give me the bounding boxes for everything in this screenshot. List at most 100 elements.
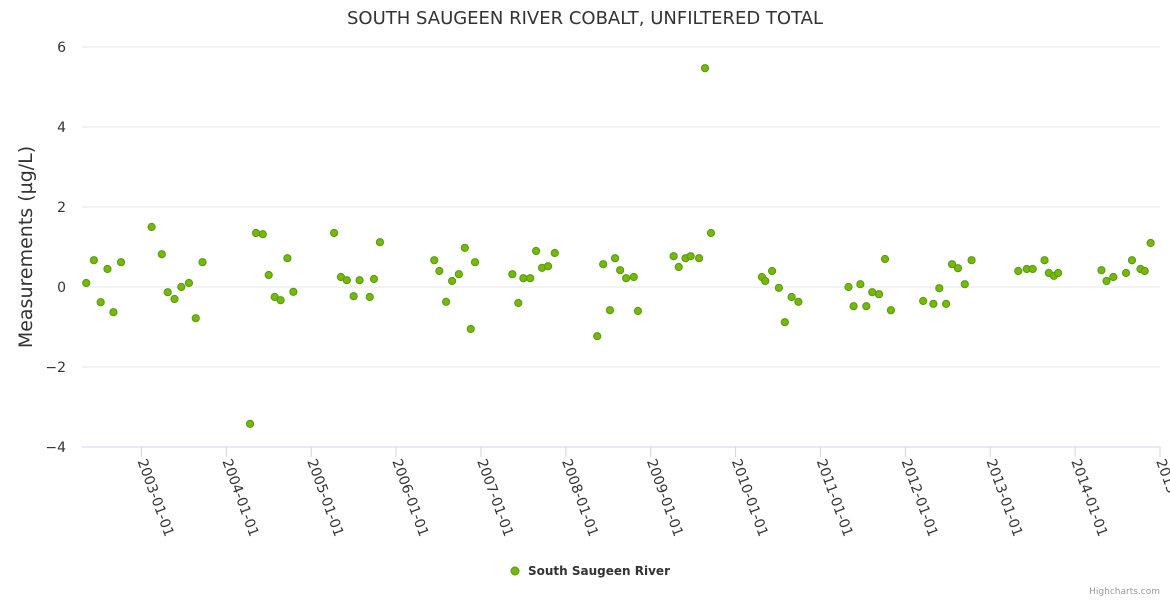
data-point[interactable] <box>941 299 951 308</box>
data-point[interactable] <box>430 256 439 265</box>
data-point[interactable] <box>276 296 285 305</box>
data-point[interactable] <box>245 419 255 428</box>
data-point[interactable] <box>1109 272 1118 282</box>
data-point[interactable] <box>1140 266 1149 276</box>
data-point[interactable] <box>103 264 112 274</box>
data-point[interactable] <box>369 274 379 284</box>
data-point[interactable] <box>342 276 351 285</box>
data-point[interactable] <box>454 270 463 279</box>
y-tick-label: 6 <box>57 40 66 56</box>
data-point[interactable] <box>849 302 858 311</box>
data-point[interactable] <box>435 266 444 276</box>
data-point[interactable] <box>967 256 976 265</box>
y-tick-label: −4 <box>45 440 66 456</box>
data-point[interactable] <box>674 262 683 272</box>
data-point[interactable] <box>780 318 789 327</box>
data-point[interactable] <box>669 252 678 261</box>
data-point[interactable] <box>543 262 553 271</box>
data-point[interactable] <box>526 274 535 283</box>
legend[interactable]: South Saugeen River <box>510 564 670 578</box>
data-point[interactable] <box>89 256 98 265</box>
data-point[interactable] <box>470 258 480 267</box>
data-point[interactable] <box>686 252 695 261</box>
data-point[interactable] <box>147 222 156 232</box>
data-point[interactable] <box>109 308 118 317</box>
data-point[interactable] <box>1054 268 1063 278</box>
x-tick-label: 2006-01-01 <box>388 457 431 539</box>
data-point[interactable] <box>1127 256 1137 265</box>
data-point[interactable] <box>1121 268 1131 278</box>
data-point[interactable] <box>794 297 803 306</box>
legend-label[interactable]: South Saugeen River <box>528 564 670 578</box>
data-point[interactable] <box>1102 276 1111 286</box>
data-point[interactable] <box>767 266 777 276</box>
data-point[interactable] <box>774 283 783 292</box>
data-point[interactable] <box>82 278 91 288</box>
data-point[interactable] <box>886 306 896 315</box>
chart-title: SOUTH SAUGEEN RIVER COBALT, UNFILTERED T… <box>347 8 823 29</box>
data-point[interactable] <box>874 290 884 299</box>
data-point[interactable] <box>621 274 631 283</box>
data-point[interactable] <box>96 298 105 307</box>
data-point[interactable] <box>868 288 877 297</box>
data-point[interactable] <box>116 258 126 267</box>
data-point[interactable] <box>177 282 186 292</box>
data-point[interactable] <box>198 258 207 267</box>
data-point[interactable] <box>919 296 928 306</box>
data-point[interactable] <box>550 248 559 258</box>
data-point[interactable] <box>157 250 166 259</box>
data-point[interactable] <box>605 306 615 315</box>
data-point[interactable] <box>355 276 364 285</box>
data-point[interactable] <box>610 254 620 263</box>
data-point[interactable] <box>447 276 457 286</box>
data-point[interactable] <box>251 228 261 238</box>
data-point[interactable] <box>1040 256 1049 265</box>
x-tick-label: 2011-01-01 <box>813 457 856 539</box>
y-tick-label: 2 <box>57 200 66 216</box>
data-point[interactable] <box>349 292 358 301</box>
data-point[interactable] <box>706 228 716 238</box>
data-point[interactable] <box>329 228 339 238</box>
data-point[interactable] <box>593 332 602 341</box>
data-point[interactable] <box>856 280 865 289</box>
data-point[interactable] <box>1097 266 1106 275</box>
data-point[interactable] <box>880 254 890 264</box>
data-point[interactable] <box>700 64 710 73</box>
data-point[interactable] <box>170 294 179 304</box>
data-point[interactable] <box>442 297 451 306</box>
data-point[interactable] <box>844 282 853 292</box>
data-point[interactable] <box>460 243 469 252</box>
credits-link[interactable]: Highcharts.com <box>1089 587 1160 597</box>
data-point[interactable] <box>264 270 273 280</box>
data-point[interactable] <box>532 246 541 256</box>
data-point[interactable] <box>633 306 643 316</box>
data-point[interactable] <box>599 260 608 269</box>
data-point[interactable] <box>514 298 523 308</box>
data-point[interactable] <box>761 276 770 286</box>
data-point[interactable] <box>935 284 944 293</box>
data-point[interactable] <box>960 280 969 289</box>
data-point[interactable] <box>365 292 374 302</box>
x-tick-label: 2010-01-01 <box>728 457 771 539</box>
data-point[interactable] <box>787 292 796 302</box>
data-point[interactable] <box>694 254 704 263</box>
data-point[interactable] <box>375 238 385 247</box>
data-point[interactable] <box>1028 264 1037 274</box>
data-point[interactable] <box>953 264 963 273</box>
data-point[interactable] <box>258 230 267 239</box>
data-point[interactable] <box>289 287 298 296</box>
data-point[interactable] <box>466 324 475 334</box>
data-point[interactable] <box>508 270 517 279</box>
data-point[interactable] <box>947 260 957 269</box>
data-point[interactable] <box>929 299 938 308</box>
data-point[interactable] <box>283 254 292 263</box>
data-point[interactable] <box>519 274 528 283</box>
data-point[interactable] <box>1146 238 1155 248</box>
data-point[interactable] <box>163 288 172 297</box>
data-point[interactable] <box>1014 266 1023 276</box>
data-point[interactable] <box>191 314 200 323</box>
data-point[interactable] <box>629 272 638 282</box>
data-point[interactable] <box>184 278 194 288</box>
data-point[interactable] <box>616 266 625 275</box>
data-point[interactable] <box>862 302 871 311</box>
